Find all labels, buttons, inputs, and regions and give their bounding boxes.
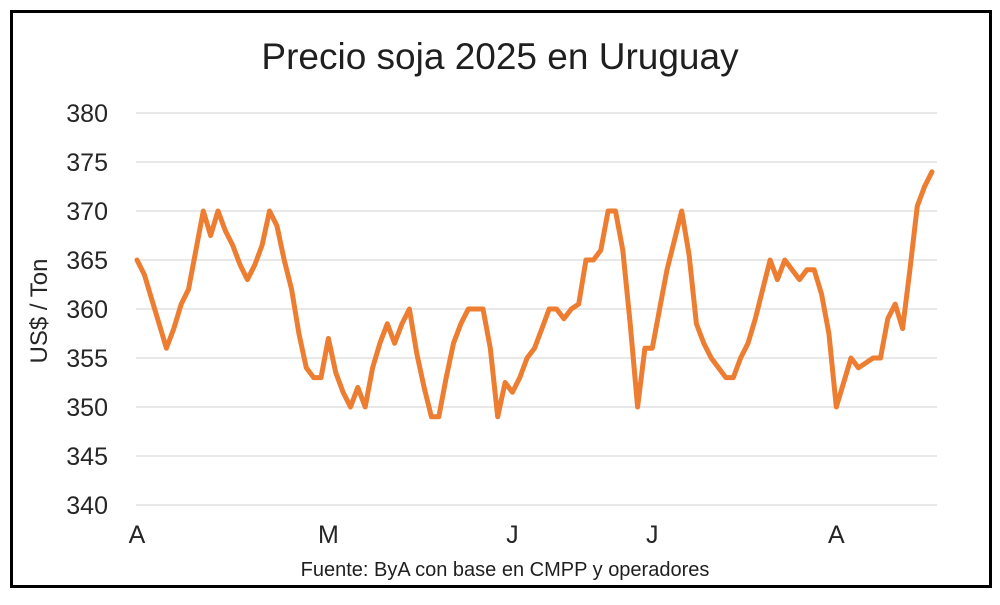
y-tick-label: 370 (66, 198, 108, 226)
y-tick-label: 375 (66, 149, 108, 177)
y-tick-label: 365 (66, 247, 108, 275)
y-tick-label: 345 (66, 443, 108, 471)
chart-title: Precio soja 2025 en Uruguay (261, 36, 739, 77)
x-tick-label: A (129, 521, 146, 549)
x-tick-label: J (646, 521, 659, 549)
x-tick-label: J (506, 521, 519, 549)
chart-frame-border (10, 10, 992, 588)
x-tick-label: M (318, 521, 339, 549)
price-line (134, 169, 935, 420)
y-tick-labels: 340 345 350 355 360 365 370 375 380 (66, 100, 108, 520)
y-tick-label: 380 (66, 100, 108, 128)
y-tick-label: 350 (66, 394, 108, 422)
price-line-series (134, 169, 935, 420)
x-tick-label: A (828, 521, 845, 549)
gridlines (136, 112, 937, 506)
y-tick-label: 340 (66, 492, 108, 520)
y-tick-label: 360 (66, 296, 108, 324)
y-tick-label: 355 (66, 345, 108, 373)
source-note: Fuente: ByA con base en CMPP y operadore… (300, 559, 710, 581)
